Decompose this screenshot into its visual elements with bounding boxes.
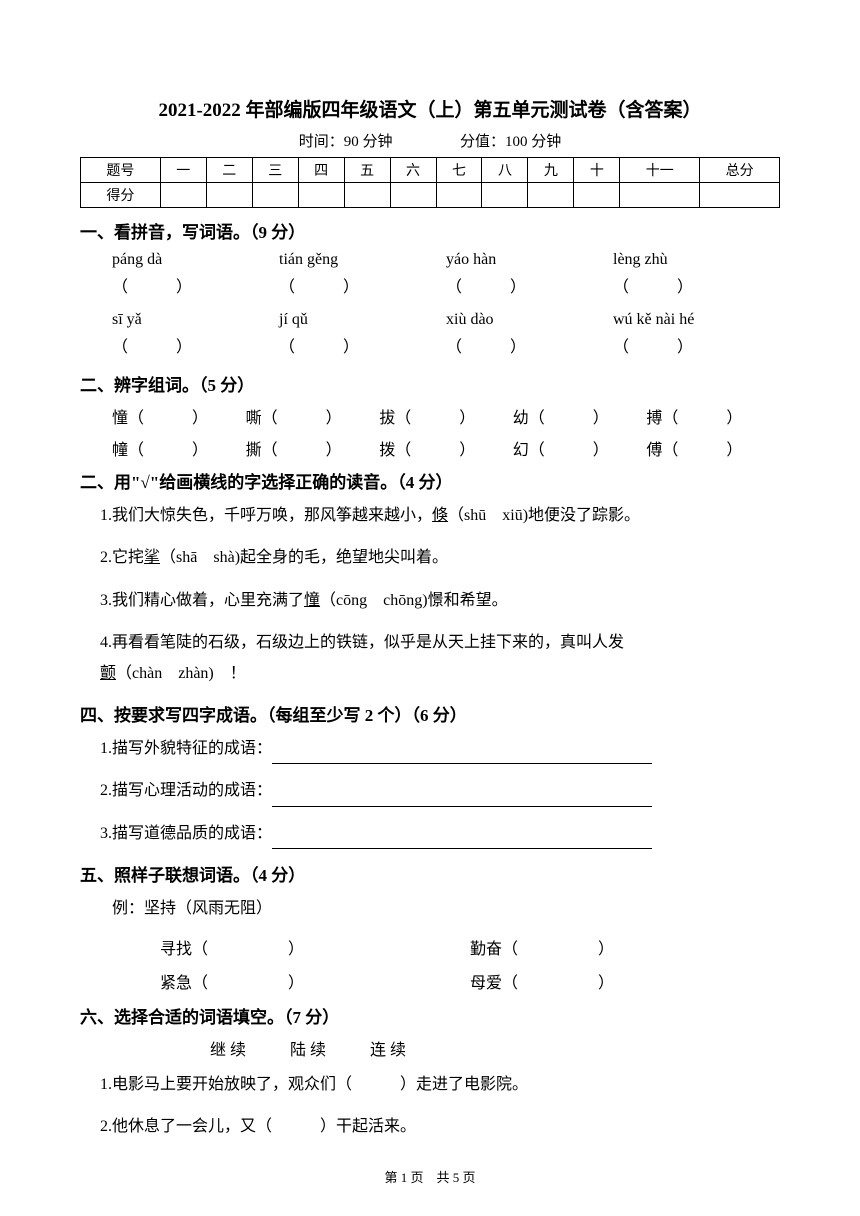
pinyin-item: tián gěng: [279, 251, 446, 269]
question-line: 3.描写道德品质的成语：: [100, 819, 780, 849]
paren-item: （ ）: [613, 333, 780, 357]
paren-item: （ ）: [279, 273, 446, 297]
char-item: 搏（ ）: [646, 404, 780, 428]
score-cell: 六: [390, 158, 436, 183]
underline-char: 挲: [144, 549, 160, 566]
paren-row: （ ） （ ） （ ） （ ）: [112, 333, 780, 357]
assoc-item: 紧急（ ）: [160, 969, 470, 993]
question-line: 1.电影马上要开始放映了，观众们（ ）走进了电影院。: [100, 1070, 780, 1100]
subtitle-time: 时间：90 分钟: [299, 134, 393, 150]
char-item: 拔（ ）: [379, 404, 513, 428]
score-cell: 一: [160, 158, 206, 183]
page-footer: 第 1 页 共 5 页: [0, 1167, 860, 1186]
score-cell: [160, 183, 206, 208]
score-cell: [252, 183, 298, 208]
page-title: 2021-2022 年部编版四年级语文（上）第五单元测试卷（含答案）: [80, 95, 780, 122]
char-item: 嘶（ ）: [246, 404, 380, 428]
score-cell: 四: [298, 158, 344, 183]
score-cell: 八: [482, 158, 528, 183]
assoc-item: 勤奋（ ）: [470, 935, 780, 959]
question-line: 1.描写外貌特征的成语：: [100, 734, 780, 764]
paren-row: （ ） （ ） （ ） （ ）: [112, 273, 780, 297]
question-line: 4.再看看笔陡的石级，石级边上的铁链，似乎是从天上挂下来的，真叫人发 颤（chà…: [100, 628, 780, 689]
assoc-row: 寻找（ ） 勤奋（ ）: [160, 935, 780, 959]
question-line: 2.他休息了一会儿，又（ ）干起活来。: [100, 1112, 780, 1142]
score-cell: 总分: [700, 158, 780, 183]
score-cell: 题号: [81, 158, 161, 183]
score-cell: 十: [574, 158, 620, 183]
underline-char: 颤: [100, 665, 116, 682]
char-row: 幢（ ） 撕（ ） 拨（ ） 幻（ ） 傅（ ）: [112, 436, 780, 460]
section5-heading: 五、照样子联想词语。（4 分）: [80, 861, 780, 886]
char-item: 憧（ ）: [112, 404, 246, 428]
score-cell: [206, 183, 252, 208]
score-cell: 得分: [81, 183, 161, 208]
pinyin-item: lèng zhù: [613, 251, 780, 269]
section3-heading: 二、用"√"给画横线的字选择正确的读音。（4 分）: [80, 468, 780, 493]
example: 例：坚持（风雨无阻）: [112, 894, 780, 924]
pinyin-item: wú kě nài hé: [613, 311, 780, 329]
char-item: 撕（ ）: [246, 436, 380, 460]
blank-line: [272, 806, 652, 807]
pinyin-item: xiù dào: [446, 311, 613, 329]
score-cell: 九: [528, 158, 574, 183]
section1-heading: 一、看拼音，写词语。（9 分）: [80, 218, 780, 243]
score-cell: [390, 183, 436, 208]
char-item: 幼（ ）: [513, 404, 647, 428]
char-item: 幢（ ）: [112, 436, 246, 460]
question-line: 2.描写心理活动的成语：: [100, 776, 780, 806]
word-bank: 继续 陆续 连续: [210, 1036, 780, 1060]
paren-item: （ ）: [112, 333, 279, 357]
assoc-row: 紧急（ ） 母爱（ ）: [160, 969, 780, 993]
score-cell: 二: [206, 158, 252, 183]
paren-item: （ ）: [112, 273, 279, 297]
section4-heading: 四、按要求写四字成语。（每组至少写 2 个）（6 分）: [80, 701, 780, 726]
question-line: 3.我们精心做着，心里充满了憧（cōng chōng)憬和希望。: [100, 586, 780, 616]
assoc-item: 寻找（ ）: [160, 935, 470, 959]
score-cell: 五: [344, 158, 390, 183]
paren-item: （ ）: [446, 273, 613, 297]
question-line: 2.它挓挲（shā shà)起全身的毛，绝望地尖叫着。: [100, 543, 780, 573]
blank-line: [272, 848, 652, 849]
score-cell: [436, 183, 482, 208]
assoc-item: 母爱（ ）: [470, 969, 780, 993]
score-table: 题号 一 二 三 四 五 六 七 八 九 十 十一 总分 得分: [80, 157, 780, 208]
section2-heading: 二、辨字组词。（5 分）: [80, 371, 780, 396]
pinyin-item: páng dà: [112, 251, 279, 269]
score-value-row: 得分: [81, 183, 780, 208]
char-item: 拨（ ）: [379, 436, 513, 460]
blank-line: [272, 763, 652, 764]
char-item: 傅（ ）: [646, 436, 780, 460]
score-cell: [574, 183, 620, 208]
pinyin-row: sī yǎ jí qǔ xiù dào wú kě nài hé: [112, 311, 780, 329]
paren-item: （ ）: [446, 333, 613, 357]
score-cell: [528, 183, 574, 208]
score-cell: 十一: [620, 158, 700, 183]
underline-char: 倏: [432, 507, 448, 524]
score-cell: [620, 183, 700, 208]
subtitle: 时间：90 分钟 分值：100 分钟: [80, 130, 780, 151]
score-cell: [298, 183, 344, 208]
underline-char: 憧: [304, 592, 320, 609]
score-header-row: 题号 一 二 三 四 五 六 七 八 九 十 十一 总分: [81, 158, 780, 183]
char-row: 憧（ ） 嘶（ ） 拔（ ） 幼（ ） 搏（ ）: [112, 404, 780, 428]
subtitle-score: 分值：100 分钟: [460, 134, 561, 150]
question-line: 1.我们大惊失色，千呼万唤，那风筝越来越小，倏（shū xiū)地便没了踪影。: [100, 501, 780, 531]
score-cell: [700, 183, 780, 208]
score-cell: 三: [252, 158, 298, 183]
pinyin-item: yáo hàn: [446, 251, 613, 269]
paren-item: （ ）: [279, 333, 446, 357]
pinyin-item: sī yǎ: [112, 311, 279, 329]
char-item: 幻（ ）: [513, 436, 647, 460]
pinyin-item: jí qǔ: [279, 311, 446, 329]
paren-item: （ ）: [613, 273, 780, 297]
pinyin-row: páng dà tián gěng yáo hàn lèng zhù: [112, 251, 780, 269]
score-cell: [482, 183, 528, 208]
score-cell: 七: [436, 158, 482, 183]
score-cell: [344, 183, 390, 208]
section6-heading: 六、选择合适的词语填空。（7 分）: [80, 1003, 780, 1028]
